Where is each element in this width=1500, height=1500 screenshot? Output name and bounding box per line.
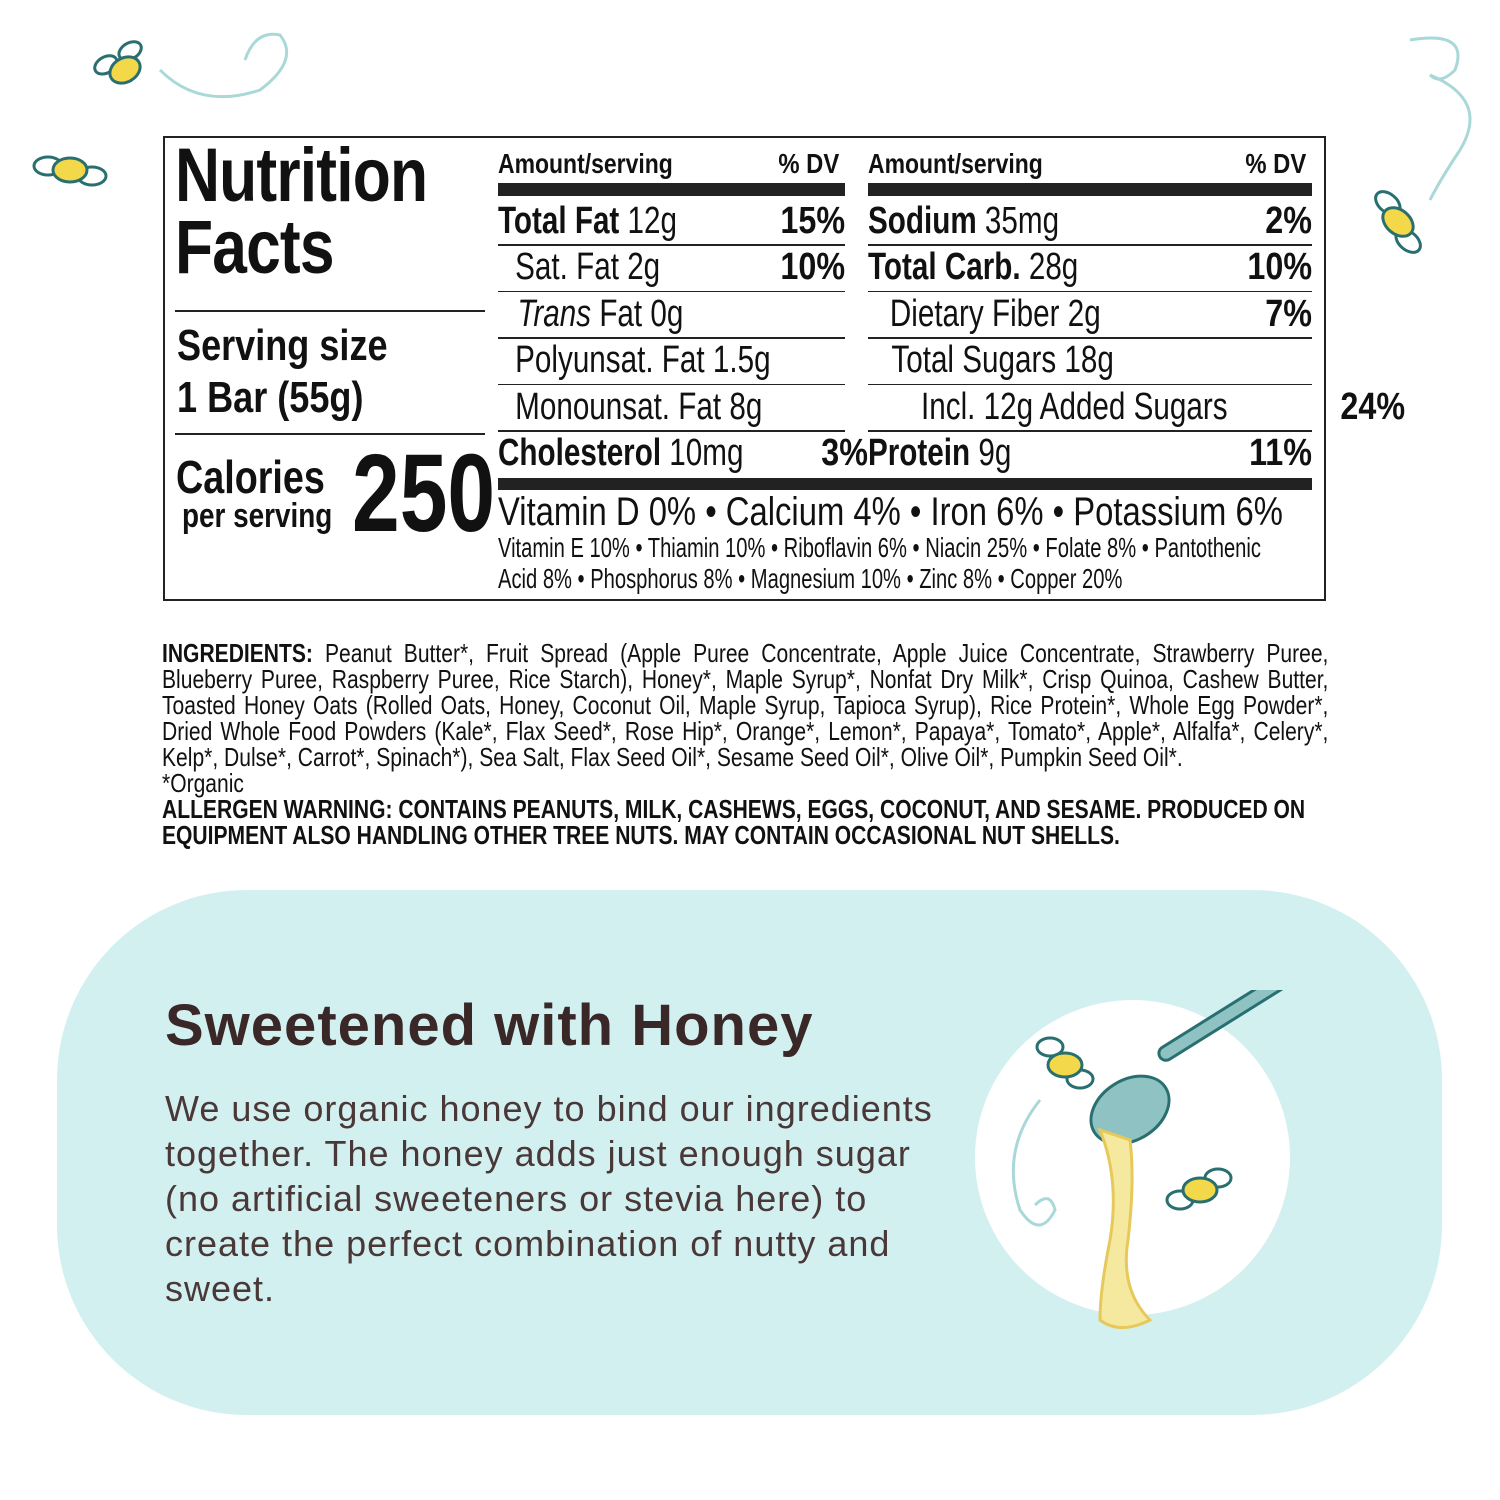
- nutrient-dv: 24%: [1340, 385, 1406, 428]
- ingredients-label: INGREDIENTS:: [162, 638, 313, 668]
- swirl-line: [158, 32, 289, 99]
- calories-number: 250: [352, 432, 496, 555]
- title-line2: Facts: [175, 205, 335, 290]
- vitamins-line2-text: Acid 8% • Phosphorus 8% • Magnesium 10% …: [498, 563, 1123, 594]
- nutrient-dv: 7%: [1265, 292, 1312, 335]
- nutrient-amount: 2g: [627, 246, 661, 288]
- decor-bees-top: [32, 32, 1472, 254]
- nutrient-dv: 3%: [820, 432, 868, 474]
- nutrient-name: Total Carb.: [868, 246, 1021, 288]
- nutrient-amount: 2g: [1067, 292, 1101, 335]
- nutrient-name: Dietary Fiber: [889, 292, 1060, 335]
- nutrient-name: Sodium: [868, 199, 977, 242]
- nutrient-dv: 10%: [1247, 246, 1312, 288]
- column-header: Amount/serving % DV: [498, 142, 845, 186]
- nutrition-facts-label: [163, 136, 1326, 601]
- nutrient-row: Protein 9g 11%: [868, 432, 1312, 476]
- nutrient-amount: 9g: [978, 432, 1012, 474]
- nutrient-dv: 10%: [780, 246, 845, 288]
- vitamins-line1-text: Vitamin E 10% • Thiamin 10% • Riboflavin…: [498, 532, 1261, 563]
- calories-sub: per serving: [182, 497, 365, 536]
- title-line1: Nutrition: [175, 133, 428, 218]
- honey-heading: Sweetened with Honey: [165, 993, 814, 1058]
- nutrient-dv: 15%: [780, 199, 845, 242]
- nutrient-name: Total Fat: [498, 199, 620, 242]
- bee-icon: [1374, 190, 1422, 254]
- serving-size: Serving size 1 Bar (55g): [177, 320, 434, 424]
- nutrient-amount: 10mg: [669, 432, 744, 474]
- nutrient-row: Total Sugars 18g: [868, 339, 1312, 383]
- nutrient-amount: 18g: [1064, 339, 1114, 381]
- amount-header: Amount/serving: [868, 148, 1043, 179]
- nutrient-amount: 8g: [729, 385, 763, 428]
- nutrient-row: Polyunsat. Fat 1.5g: [498, 339, 845, 383]
- nutrient-name: Trans: [517, 292, 592, 335]
- nutrient-amount: 1.5g: [712, 339, 771, 381]
- calories-text: Calories: [176, 451, 325, 503]
- nutrient-name: Cholesterol: [498, 432, 662, 474]
- vitamins-main: Vitamin D 0% • Calcium 4% • Iron 6% • Po…: [498, 490, 1455, 535]
- nutrient-name-suffix: Fat: [599, 292, 643, 335]
- nutrient-row: Dietary Fiber 2g 7%: [868, 292, 1312, 336]
- serving-value: 1 Bar (55g): [177, 373, 364, 422]
- nutrient-name: Total Sugars: [891, 339, 1057, 381]
- nutrient-name: Incl. 12g Added Sugars: [921, 385, 1228, 428]
- calories-label: Calories: [176, 450, 358, 504]
- nutrient-dv: 2%: [1265, 199, 1312, 242]
- ingredients-list: Peanut Butter*, Fruit Spread (Apple Pure…: [162, 638, 1329, 772]
- nutrient-row: Trans Fat 0g: [498, 292, 845, 336]
- vitamins-main-text: Vitamin D 0% • Calcium 4% • Iron 6% • Po…: [498, 490, 1283, 534]
- nutrient-row: Sodium 35mg 2%: [868, 199, 1312, 243]
- bee-icon: [93, 40, 143, 85]
- dv-header: % DV: [1245, 148, 1307, 179]
- nutrient-row: Monounsat. Fat 8g: [498, 385, 845, 429]
- nutrient-row: Incl. 12g Added Sugars 24%: [868, 385, 1405, 429]
- nutrient-name: Protein: [868, 432, 971, 474]
- nutrition-facts-title: Nutrition Facts: [175, 138, 483, 286]
- vitamins-line1: Vitamin E 10% • Thiamin 10% • Riboflavin…: [498, 532, 1500, 564]
- nutrient-name: Sat. Fat: [515, 246, 619, 288]
- nutrient-amount: 35mg: [984, 199, 1060, 242]
- allergen-warning: ALLERGEN WARNING: CONTAINS PEANUTS, MILK…: [162, 794, 1306, 850]
- vitamins-line2: Acid 8% • Phosphorus 8% • Magnesium 10% …: [498, 563, 1365, 595]
- amount-header: Amount/serving: [498, 148, 673, 179]
- bee-icon: [32, 155, 108, 187]
- nutrient-amount: 12g: [627, 199, 677, 242]
- dv-header: % DV: [778, 148, 840, 179]
- nutrient-row: Total Carb. 28g 10%: [868, 246, 1312, 290]
- nutrient-name: Monounsat. Fat: [515, 385, 722, 428]
- serving-label: Serving size: [177, 321, 388, 370]
- nutrient-row: Sat. Fat 2g 10%: [498, 246, 845, 290]
- calories-value: 250: [352, 430, 536, 557]
- nutrient-row: Cholesterol 10mg 3%: [498, 432, 868, 476]
- swirl-line: [1409, 36, 1472, 201]
- nutrient-row: Total Fat 12g 15%: [498, 199, 845, 243]
- ingredients-block: INGREDIENTS: Peanut Butter*, Fruit Sprea…: [162, 640, 1328, 848]
- nutrient-dv: 11%: [1249, 432, 1312, 474]
- organic-note: *Organic: [162, 768, 244, 798]
- nutrient-amount: 0g: [650, 292, 684, 335]
- honey-dipper-icon: [1011, 990, 1324, 1329]
- ingredients-text: INGREDIENTS: Peanut Butter*, Fruit Sprea…: [162, 640, 1328, 770]
- nutrient-amount: 28g: [1028, 246, 1079, 288]
- honey-body: We use organic honey to bind our ingredi…: [165, 1088, 933, 1309]
- per-serving-text: per serving: [182, 497, 333, 535]
- column-header: Amount/serving % DV: [868, 142, 1312, 186]
- nutrient-name: Polyunsat. Fat: [515, 339, 705, 381]
